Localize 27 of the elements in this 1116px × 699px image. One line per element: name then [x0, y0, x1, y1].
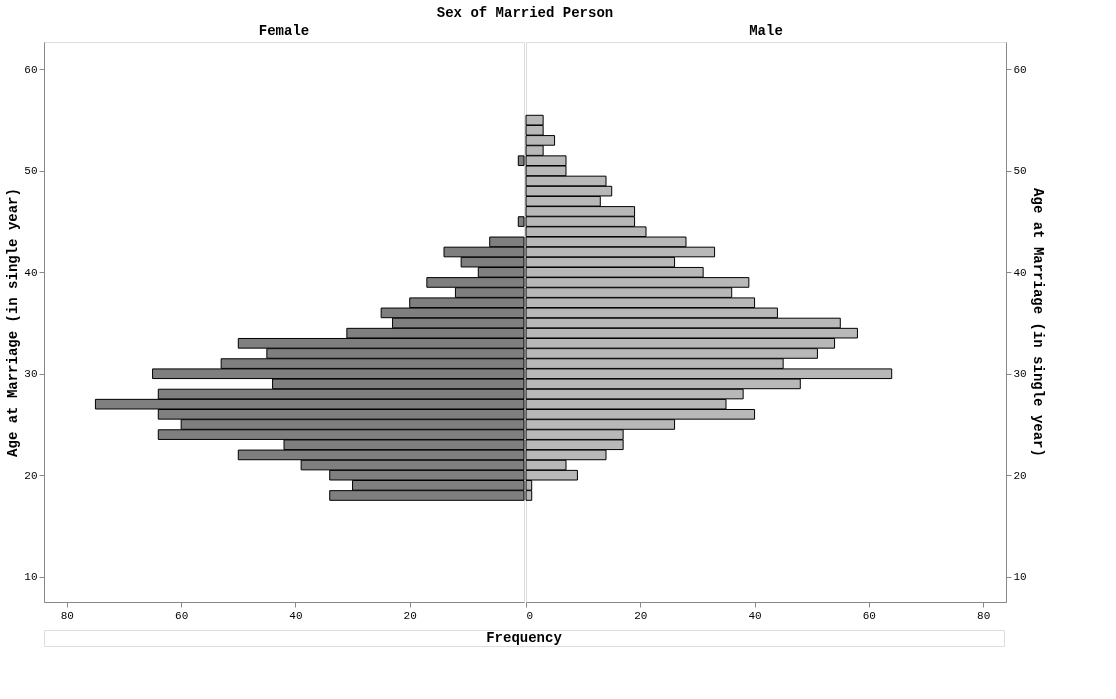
y-tick-label: 60 — [24, 63, 38, 76]
x-tick-label: 80 — [60, 609, 74, 622]
x-tick-label: 0 — [526, 609, 534, 622]
y-tick-label: 30 — [1013, 368, 1027, 381]
y-tick-label: 60 — [1013, 63, 1027, 76]
chart-title: Sex of Married Person — [436, 4, 614, 21]
y-tick-label: 30 — [24, 368, 38, 381]
x-tick-label: 40 — [748, 609, 762, 622]
chart-subtitle: Male — [749, 23, 783, 39]
y-tick-label: 20 — [1013, 469, 1027, 482]
x-tick-label: 80 — [977, 609, 991, 622]
y-tick-label: 10 — [1013, 571, 1027, 584]
y-tick-label: 10 — [24, 571, 38, 584]
y-axis-title: Age at Marriage (in single year) — [5, 188, 22, 457]
chart-subtitle: Female — [258, 23, 310, 39]
x-axis-title: Frequency — [486, 630, 563, 646]
y-tick-label: 20 — [24, 469, 38, 482]
y-tick-label: 40 — [1013, 266, 1027, 279]
y-tick-label: 40 — [24, 266, 38, 279]
x-tick-label: 20 — [634, 609, 648, 622]
y-tick-label: 50 — [1013, 165, 1027, 178]
x-tick-label: 60 — [175, 609, 189, 622]
x-tick-label: 20 — [403, 609, 417, 622]
y-axis-title: Age at Marriage (in single year) — [1029, 188, 1046, 457]
x-tick-label: 40 — [289, 609, 303, 622]
y-tick-label: 50 — [24, 165, 38, 178]
x-tick-label: 60 — [862, 609, 876, 622]
